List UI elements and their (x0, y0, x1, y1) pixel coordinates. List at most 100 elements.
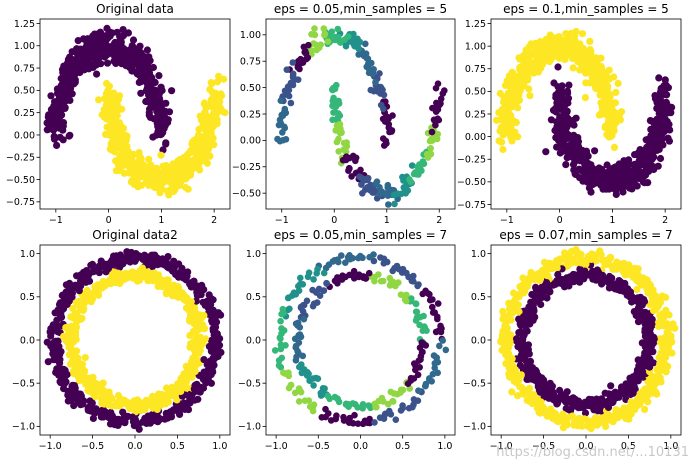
scatter-point (567, 134, 575, 142)
scatter-point (342, 259, 349, 267)
scatter-point (514, 104, 522, 112)
scatter-point (162, 289, 170, 297)
x-tick-label: 1.0 (212, 441, 227, 452)
x-tick-label: −1 (49, 215, 63, 226)
scatter-point (199, 375, 207, 383)
scatter-point (195, 346, 203, 354)
scatter-point (52, 120, 61, 128)
scatter-point (389, 398, 397, 405)
scatter-point (283, 90, 290, 97)
scatter-point (437, 95, 445, 103)
scatter-point (46, 328, 54, 336)
scatter-point (94, 282, 102, 290)
scatter-point (59, 136, 67, 144)
scatter-point (612, 88, 620, 96)
scatter-point (137, 173, 145, 181)
scatter-point (298, 369, 306, 377)
scatter-point (559, 410, 567, 418)
scatter-point (364, 176, 371, 184)
scatter-point (75, 377, 83, 385)
scatter-point (44, 358, 52, 366)
scatter-point (655, 74, 663, 82)
scatter-point (210, 141, 218, 149)
scatter-point (542, 148, 550, 156)
scatter-point (578, 30, 587, 38)
scatter-point (46, 117, 54, 125)
scatter-point (372, 403, 379, 411)
scatter-point (407, 178, 415, 186)
scatter-point (313, 46, 320, 54)
scatter-point (117, 155, 125, 163)
scatter-point (555, 54, 564, 62)
scatter-point (295, 398, 303, 405)
scatter-point (345, 164, 353, 172)
scatter-point (61, 366, 69, 374)
x-tick-label: 1 (158, 215, 164, 226)
scatter-point (507, 84, 515, 92)
scatter-point (649, 163, 658, 171)
scatter-point (564, 94, 573, 102)
scatter-point (320, 25, 328, 32)
scatter-point (667, 336, 675, 344)
scatter-point (105, 82, 113, 90)
scatter-point (619, 188, 627, 196)
scatter-point (352, 154, 360, 162)
scatter-point (339, 156, 347, 164)
y-tick-label: −0.25 (457, 155, 486, 166)
axes-frame (39, 18, 231, 210)
scatter-point (92, 42, 100, 50)
scatter-point (209, 338, 217, 346)
scatter-point (525, 51, 534, 60)
scatter-point (571, 274, 579, 282)
scatter-point (372, 79, 379, 86)
scatter-point (188, 304, 196, 312)
scatter-point (669, 320, 677, 328)
scatter-point (655, 104, 663, 112)
x-tick-label: 1.0 (437, 441, 452, 452)
scatter-point (155, 86, 164, 94)
scatter-point (399, 386, 407, 394)
scatter-point (143, 169, 151, 178)
scatter-point (159, 162, 167, 170)
y-tick-label: −1.0 (463, 422, 486, 433)
scatter-point (309, 407, 317, 415)
scatter-point (45, 125, 53, 133)
scatter-point (377, 254, 384, 261)
scatter-point (182, 183, 190, 192)
scatter-points (497, 246, 679, 433)
scatter-point (184, 170, 192, 178)
scatter-point (362, 40, 369, 48)
scatter-point (324, 392, 332, 400)
scatter-point (427, 296, 434, 303)
scatter-point (122, 136, 130, 144)
scatter-point (113, 399, 121, 407)
x-tick-label: 0 (557, 215, 563, 226)
scatter-point (636, 371, 644, 379)
scatter-point (521, 76, 529, 84)
scatter-point (417, 162, 424, 169)
scatter-point (563, 154, 571, 162)
scatter-point (109, 97, 117, 106)
scatter-point (271, 347, 279, 354)
scatter-point (568, 153, 577, 161)
scatter-point (520, 313, 528, 321)
scatter-point (65, 279, 74, 287)
scatter-point (550, 79, 558, 87)
scatter-point (639, 339, 647, 347)
scatter-point (129, 60, 138, 69)
scatter-point (634, 356, 642, 364)
scatter-point (108, 395, 116, 403)
scatter-point (563, 123, 571, 131)
y-tick-label: 1.0 (20, 249, 35, 260)
scatter-point (147, 161, 155, 169)
x-tick-label: 2 (436, 215, 442, 226)
scatter-point (113, 111, 121, 120)
scatter-point (588, 74, 596, 82)
scatter-point (47, 92, 55, 100)
scatter-point (656, 154, 665, 163)
scatter-point (563, 107, 571, 115)
scatter-point (164, 118, 172, 127)
scatter-point (110, 57, 118, 65)
scatter-point (60, 380, 68, 388)
